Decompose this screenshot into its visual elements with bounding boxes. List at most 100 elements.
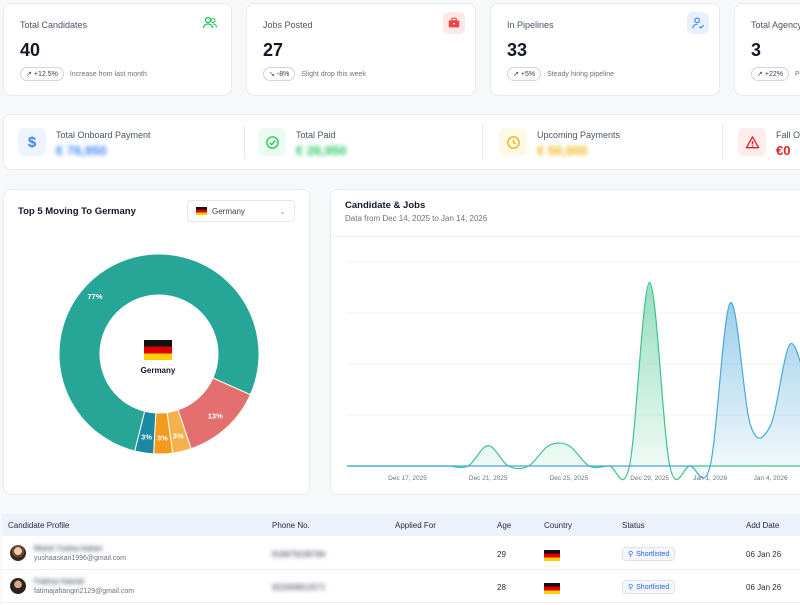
trend-up-icon: ↗ bbox=[513, 71, 519, 78]
users-icon bbox=[199, 12, 221, 34]
donut-slice-label: 13% bbox=[208, 412, 223, 421]
payment-label: Fall Ou bbox=[776, 130, 800, 140]
column-header[interactable]: Candidate Profile bbox=[8, 521, 70, 530]
status-badge: ⚲ Shortlisted bbox=[622, 547, 676, 561]
x-tick-label: Dec 29, 2025 bbox=[630, 475, 669, 482]
germany-flag-icon bbox=[544, 550, 560, 561]
top-moving-card: Top 5 Moving To Germany Germany ⌄ 77% 13%… bbox=[3, 189, 310, 495]
candidate-name[interactable]: Mohd Yusha Askari bbox=[34, 544, 103, 553]
candidate-name[interactable]: Fatima Hamid bbox=[34, 577, 84, 586]
dollar-icon: $ bbox=[18, 128, 46, 156]
column-header[interactable]: Age bbox=[497, 521, 512, 530]
status-badge: ⚲ Shortlisted bbox=[622, 580, 676, 594]
donut-slice-label: 77% bbox=[87, 292, 102, 301]
stat-value: 33 bbox=[507, 40, 528, 60]
divider bbox=[722, 125, 723, 159]
stat-value: 3 bbox=[751, 40, 762, 60]
payment-value: € 76,950 bbox=[56, 143, 107, 158]
payment-summary-strip: $ Total Onboard Payment € 76,950 Total P… bbox=[3, 114, 800, 170]
payment-total-paid[interactable]: Total Paid € 26,950 bbox=[250, 115, 485, 169]
trend-description: Increase from last month bbox=[69, 70, 147, 78]
payment-label: Upcoming Payments bbox=[537, 130, 621, 140]
trend-down-icon: ↘ bbox=[269, 71, 275, 78]
trend-description: Pa bbox=[794, 70, 800, 78]
trend-pill: ↗ +22% bbox=[751, 67, 789, 81]
column-header[interactable]: Country bbox=[544, 521, 573, 530]
stat-label: In Pipelines bbox=[507, 20, 554, 30]
payment-value: €0 bbox=[776, 143, 791, 158]
briefcase-icon bbox=[443, 12, 465, 34]
donut-slice-label: 3% bbox=[157, 433, 168, 442]
phone-number: 918979236784 bbox=[272, 550, 326, 559]
donut-slice[interactable] bbox=[58, 253, 260, 452]
payment-fall-out[interactable]: Fall Ou €0 bbox=[730, 115, 800, 169]
candidate-email: yushaaskari1996@gmail.com bbox=[34, 555, 126, 562]
x-tick-label: Jan 4, 2026 bbox=[754, 475, 788, 482]
candidate-jobs-card: Candidate & Jobs Data from Dec 14, 2025 … bbox=[330, 189, 800, 495]
check-circle-icon bbox=[258, 128, 286, 156]
stat-value: 27 bbox=[263, 40, 284, 60]
divider bbox=[482, 125, 483, 159]
trend-description: Slight drop this week bbox=[301, 70, 366, 78]
card-subtitle: Data from Dec 14, 2025 to Jan 14, 2026 bbox=[345, 214, 488, 223]
candidate-email: fatimajahangiri2129@gmail.com bbox=[34, 588, 135, 595]
column-header[interactable]: Applied For bbox=[395, 521, 436, 530]
candidate-jobs-chart: Dec 17, 2025 Dec 21, 2025 Dec 25, 2025 Dec … bbox=[347, 261, 800, 482]
column-header[interactable]: Status bbox=[622, 521, 645, 530]
avatar bbox=[10, 545, 26, 561]
column-header[interactable]: Phone No. bbox=[272, 521, 310, 530]
user-check-icon: ⚲ bbox=[628, 551, 634, 558]
donut-slice-label: 3% bbox=[141, 433, 152, 442]
clock-icon bbox=[499, 128, 527, 156]
stat-value: 40 bbox=[20, 40, 41, 60]
phone-number: 922009812571 bbox=[272, 583, 326, 592]
card-title: Top 5 Moving To Germany bbox=[18, 206, 136, 217]
table-row[interactable]: Fatima Hamid fatimajahangiri2129@gmail.c… bbox=[2, 571, 800, 603]
table-row[interactable]: Mohd Yusha Askari yushaaskari1996@gmail.… bbox=[2, 538, 800, 570]
stat-card-total-candidates[interactable]: Total Candidates 40 ↗ +12.5% Increase fro… bbox=[3, 3, 232, 96]
stat-card-in-pipelines[interactable]: In Pipelines 33 ↗ +5% Steady hiring pipel… bbox=[490, 3, 720, 96]
divider bbox=[244, 125, 245, 159]
candidates-table: Candidate Profile Phone No. Applied For … bbox=[2, 514, 800, 605]
series-line bbox=[347, 302, 800, 479]
donut-slice-label: 3% bbox=[173, 431, 184, 440]
germany-flag-icon bbox=[144, 340, 172, 360]
series-area bbox=[347, 302, 800, 478]
donut-chart: 77% 13% 3% 3% 3% bbox=[58, 253, 260, 455]
trend-pill: ↗ +5% bbox=[507, 67, 542, 81]
payment-label: Total Onboard Payment bbox=[56, 130, 151, 140]
user-check-icon bbox=[687, 12, 709, 34]
age: 29 bbox=[497, 550, 506, 559]
column-header[interactable]: Add Date bbox=[746, 521, 780, 530]
donut-slice[interactable] bbox=[134, 410, 157, 455]
trend-up-icon: ↗ bbox=[26, 71, 32, 78]
stat-label: Jobs Posted bbox=[263, 20, 313, 30]
payment-total-onboard[interactable]: $ Total Onboard Payment € 76,950 bbox=[10, 115, 245, 169]
payment-upcoming[interactable]: Upcoming Payments € 50,000 bbox=[491, 115, 726, 169]
user-check-icon: ⚲ bbox=[628, 584, 634, 591]
germany-flag-icon bbox=[544, 583, 560, 594]
trend-description: Steady hiring pipeline bbox=[547, 70, 615, 78]
country-select[interactable]: Germany ⌄ bbox=[187, 200, 295, 222]
x-tick-label: Jan 1, 2026 bbox=[693, 475, 727, 482]
payment-value: € 50,000 bbox=[537, 143, 588, 158]
donut-center: Germany bbox=[128, 340, 188, 375]
stat-label: Total Candidates bbox=[20, 20, 88, 30]
trend-up-icon: ↗ bbox=[757, 71, 763, 78]
avatar bbox=[10, 578, 26, 594]
germany-flag-icon bbox=[196, 207, 207, 215]
add-date: 06 Jan 26 bbox=[746, 550, 782, 559]
stat-label: Total Agency bbox=[751, 20, 800, 30]
payment-label: Total Paid bbox=[296, 130, 336, 140]
warning-icon bbox=[738, 128, 766, 156]
trend-pill: ↘ -8% bbox=[263, 67, 296, 81]
trend-pill: ↗ +12.5% bbox=[20, 67, 64, 81]
x-tick-label: Dec 17, 2025 bbox=[388, 475, 427, 482]
stat-card-jobs-posted[interactable]: Jobs Posted 27 ↘ -8% Slight drop this wee… bbox=[246, 3, 476, 96]
table-header: Candidate Profile Phone No. Applied For … bbox=[2, 514, 800, 536]
age: 28 bbox=[497, 583, 506, 592]
add-date: 06 Jan 26 bbox=[746, 583, 782, 592]
divider bbox=[331, 236, 800, 237]
country-select-value: Germany bbox=[212, 206, 245, 216]
stat-card-total-agency[interactable]: Total Agency 3 ↗+22% Pa bbox=[734, 3, 800, 96]
